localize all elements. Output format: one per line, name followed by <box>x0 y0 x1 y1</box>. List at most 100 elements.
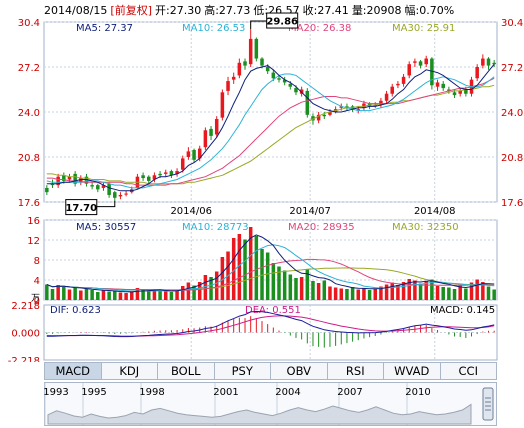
macd-panel: 2.218 0.000 -2.218 DIF: 0.623 DEA: 0.551 MACD… <box>8 301 498 362</box>
candle-body <box>481 58 485 66</box>
volume-bar <box>90 290 94 300</box>
price-legend-ma10: MA10: 26.53 <box>182 23 245 34</box>
candle-body <box>299 89 304 94</box>
dea-line <box>46 315 495 337</box>
max-annotation-leader <box>250 20 267 30</box>
navigator-year-label: 2004 <box>275 387 300 398</box>
candle-body <box>45 187 49 193</box>
volume-bar <box>413 280 417 300</box>
volume-bar <box>73 288 77 300</box>
navigator-year-label: 1993 <box>44 387 69 398</box>
volume-bar <box>350 287 355 300</box>
y-tick-label: 20.8 <box>18 153 40 164</box>
candle-body <box>282 79 287 83</box>
candle-body <box>209 128 213 136</box>
volume-bar <box>192 285 196 300</box>
y-tick-label: 27.2 <box>18 63 40 74</box>
y-tick-label-right: 17.6 <box>501 198 523 209</box>
volume-bar <box>107 291 111 300</box>
navigator-history-area <box>47 403 472 425</box>
candle-body <box>152 175 157 180</box>
volume-bar <box>288 274 293 300</box>
candle-body <box>305 90 310 115</box>
min-annotation-leader <box>96 200 116 208</box>
volume-bar <box>390 282 394 300</box>
candle-body <box>401 76 406 84</box>
ma20-line <box>46 77 495 186</box>
volume-bar <box>147 290 151 300</box>
tab-rsi[interactable]: RSI <box>328 363 384 379</box>
candle-body <box>271 72 276 79</box>
volume-bar <box>237 234 242 300</box>
x-tick-label: 2014/08 <box>414 206 456 217</box>
info-change: 幅:0.70% <box>404 4 455 17</box>
y-tick-label: 24.0 <box>18 108 40 119</box>
adjust-mode[interactable]: [前复权] <box>110 4 152 17</box>
tab-wvad[interactable]: WVAD <box>384 363 441 379</box>
volume-bar <box>175 289 179 300</box>
tab-obv[interactable]: OBV <box>271 363 328 379</box>
candle-body <box>147 176 151 181</box>
candle-body <box>107 183 111 195</box>
y-tick-label-right: 30.4 <box>501 18 523 29</box>
y-tick-label: -2.218 <box>8 356 40 362</box>
macd-legend-macd: MACD: 0.145 <box>430 305 495 316</box>
navigator-range-handle[interactable] <box>482 387 494 421</box>
navigator-year-label: 1995 <box>81 387 106 398</box>
candle-body <box>175 171 179 174</box>
tab-kdj[interactable]: KDJ <box>102 363 158 379</box>
candle-body <box>464 89 468 94</box>
volume-bar <box>481 282 485 300</box>
candle-body <box>413 61 417 63</box>
volume-bar <box>401 282 406 300</box>
tab-macd[interactable]: MACD <box>45 363 102 379</box>
stock-chart[interactable]: 30.4 30.4 27.2 27.2 24.0 24.0 20.8 20.8 17.6 17.6… <box>0 0 524 362</box>
indicator-tabs: MACD KDJ BOLL PSY OBV RSI WVAD CCI <box>44 362 497 380</box>
y-tick-label: 17.6 <box>18 198 40 209</box>
candle-body <box>197 148 202 159</box>
candle-body <box>384 93 389 101</box>
candle-body <box>458 90 462 94</box>
volume-bar <box>305 269 310 300</box>
volume-bar <box>113 291 117 300</box>
max-annotation-box <box>266 12 299 29</box>
candle-body <box>311 116 315 121</box>
navigator-handle-grip <box>482 387 494 421</box>
tab-cci[interactable]: CCI <box>458 364 478 378</box>
price-panel: 30.4 30.4 27.2 27.2 24.0 24.0 20.8 20.8 17.6 17.6… <box>18 12 523 217</box>
volume-bar <box>328 286 332 300</box>
candle-body <box>73 173 77 184</box>
y-tick-label: 2.218 <box>11 301 40 312</box>
y-tick-label: 0 <box>34 296 40 307</box>
volume-bar <box>67 289 72 300</box>
candle-body <box>396 83 400 86</box>
volume-legend-ma10: MA10: 28773 <box>182 222 249 233</box>
volume-bar <box>299 277 304 300</box>
candle-body <box>67 176 72 180</box>
time-navigator[interactable]: 1993 1995 1998 2001 2004 2007 2010 <box>44 382 497 426</box>
volume-bar <box>469 282 474 300</box>
candle-body <box>424 58 428 65</box>
volume-bar <box>294 278 298 300</box>
price-legend-ma5: MA5: 27.37 <box>76 23 133 34</box>
info-high: 高:27.73 <box>204 4 251 17</box>
candle-body <box>56 176 60 186</box>
volume-bar <box>430 279 434 300</box>
volume-panel: 16 12 8 4 0万 MA5: 30557 MA10: 28773 MA20: 28935… <box>27 216 498 307</box>
volume-bar <box>435 286 440 300</box>
ma10-line <box>46 73 495 189</box>
tab-boll[interactable]: BOLL <box>158 363 215 379</box>
candle-body <box>248 38 253 65</box>
volume-bar <box>141 289 145 300</box>
candle-body <box>124 193 128 195</box>
volume-bar <box>214 271 219 300</box>
max-annotation-label: 29.86 <box>266 17 298 28</box>
volume-bar <box>265 252 270 300</box>
volume-bar <box>424 281 428 300</box>
candle-body <box>96 185 100 190</box>
volume-bar <box>130 292 134 300</box>
volume-bar <box>316 283 321 300</box>
tab-psy[interactable]: PSY <box>215 363 271 379</box>
volume-legend-ma20: MA20: 28935 <box>288 222 355 233</box>
volume-bar <box>367 290 372 300</box>
